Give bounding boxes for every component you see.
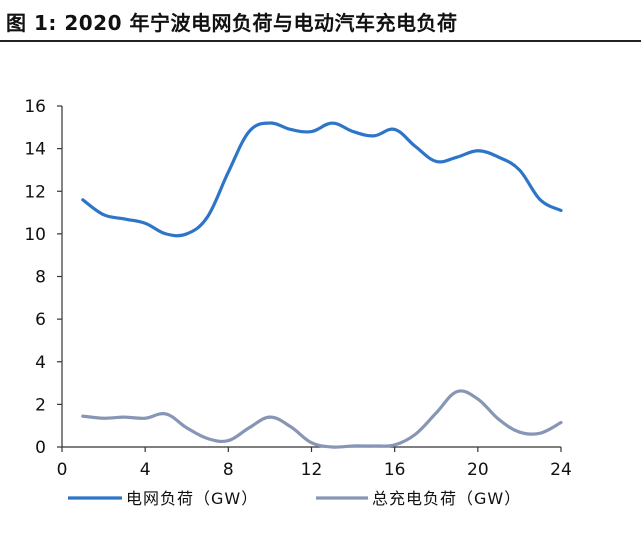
legend: 电网负荷（GW） 总充电负荷（GW） [68,489,521,508]
x-tick-label: 16 [384,460,406,480]
figure-header: 图 1: 2020 年宁波电网负荷与电动汽车充电负荷 [0,0,641,46]
y-ticks: 0 2 4 6 8 10 12 14 16 [24,97,62,458]
x-ticks: 0 4 8 12 16 20 24 [57,447,572,480]
legend-label-grid-load: 电网负荷（GW） [126,489,258,508]
y-tick-label: 0 [35,438,46,458]
x-tick-label: 0 [57,460,68,480]
y-tick-label: 2 [35,395,46,415]
y-tick-label: 4 [35,353,46,373]
title-underline [0,40,641,42]
y-tick-label: 8 [35,268,46,288]
x-tick-label: 24 [550,460,572,480]
y-tick-label: 16 [24,97,46,117]
ev-charging-load-line [81,389,563,449]
y-tick-label: 10 [24,225,46,245]
y-tick-label: 14 [24,140,46,160]
grid-load-line [81,121,563,238]
y-tick-label: 6 [35,310,46,330]
x-tick-label: 8 [223,460,234,480]
x-tick-label: 4 [140,460,151,480]
axes [61,106,561,448]
series-lines [81,121,563,449]
legend-label-ev-charging-load: 总充电负荷（GW） [372,489,521,508]
figure-title: 图 1: 2020 年宁波电网负荷与电动汽车充电负荷 [6,11,458,35]
x-tick-label: 20 [467,460,489,480]
y-tick-label: 12 [24,182,46,202]
x-tick-label: 12 [301,460,323,480]
